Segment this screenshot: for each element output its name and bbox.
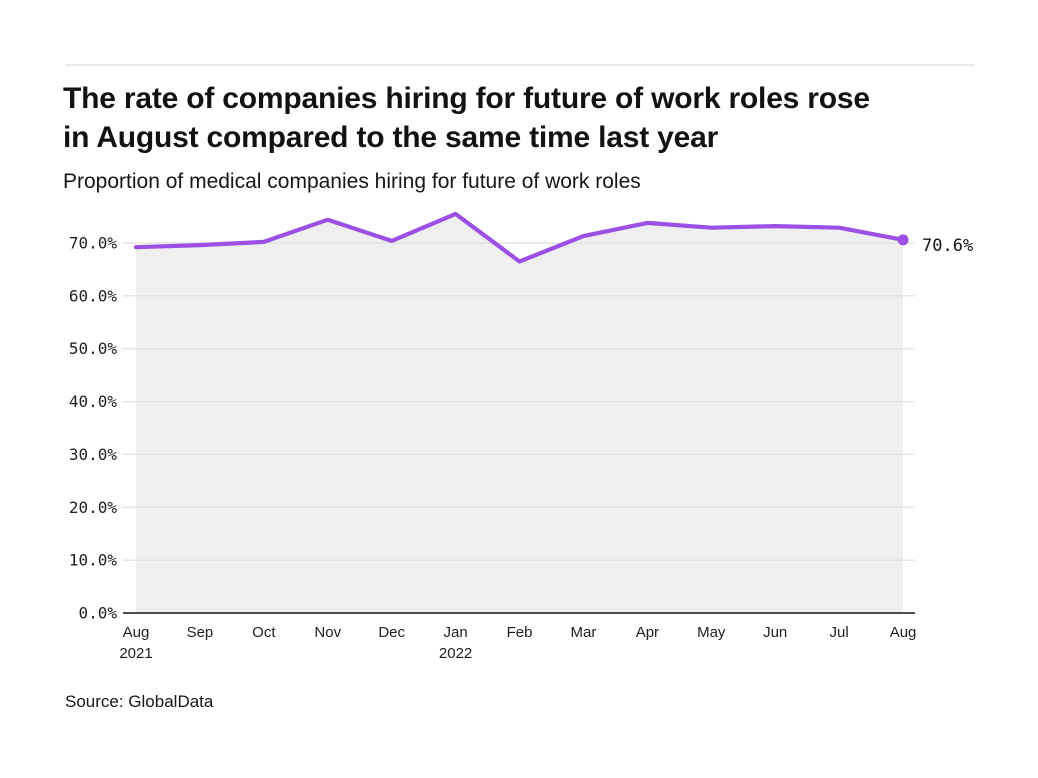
x-tick-label: Jul [830, 624, 849, 641]
x-tick-label: Jun [763, 624, 787, 641]
x-tick-label: Aug [123, 624, 150, 641]
data-line [133, 211, 906, 264]
area-fill [136, 213, 903, 613]
x-tick-label: Jan [444, 624, 468, 641]
x-tick-label: Feb [507, 624, 533, 641]
x-tick-label: Aug [890, 624, 917, 641]
y-tick-label: 60.0% [69, 286, 118, 305]
x-tick-label: Oct [252, 624, 276, 641]
source-attribution: Source: GlobalData [65, 692, 214, 711]
y-tick-label: 0.0% [78, 604, 117, 623]
x-tick-label: Nov [314, 624, 341, 641]
y-tick-label: 50.0% [69, 339, 118, 358]
x-tick-label: Apr [636, 624, 659, 641]
x-tick-label: Mar [571, 624, 597, 641]
chart-subtitle: Proportion of medical companies hiring f… [63, 170, 641, 193]
chart-headline: The rate of companies hiring for future … [63, 79, 1003, 157]
top-divider [65, 64, 975, 66]
y-tick-label: 10.0% [69, 551, 118, 570]
y-tick-label: 30.0% [69, 445, 118, 464]
chart-headline-line2: in August compared to the same time last… [63, 121, 719, 154]
x-year-label: 2022 [439, 645, 472, 662]
x-tick-label: May [697, 624, 726, 641]
y-tick-label: 20.0% [69, 498, 118, 517]
x-tick-label: Sep [187, 624, 214, 641]
end-value-label: 70.6% [922, 236, 973, 256]
x-tick-label: Dec [378, 624, 405, 641]
y-tick-label: 40.0% [69, 392, 118, 411]
y-tick-label: 70.0% [69, 234, 118, 253]
chart-headline-line1: The rate of companies hiring for future … [63, 82, 870, 115]
end-point-marker [897, 234, 909, 246]
x-year-label: 2021 [119, 645, 152, 662]
